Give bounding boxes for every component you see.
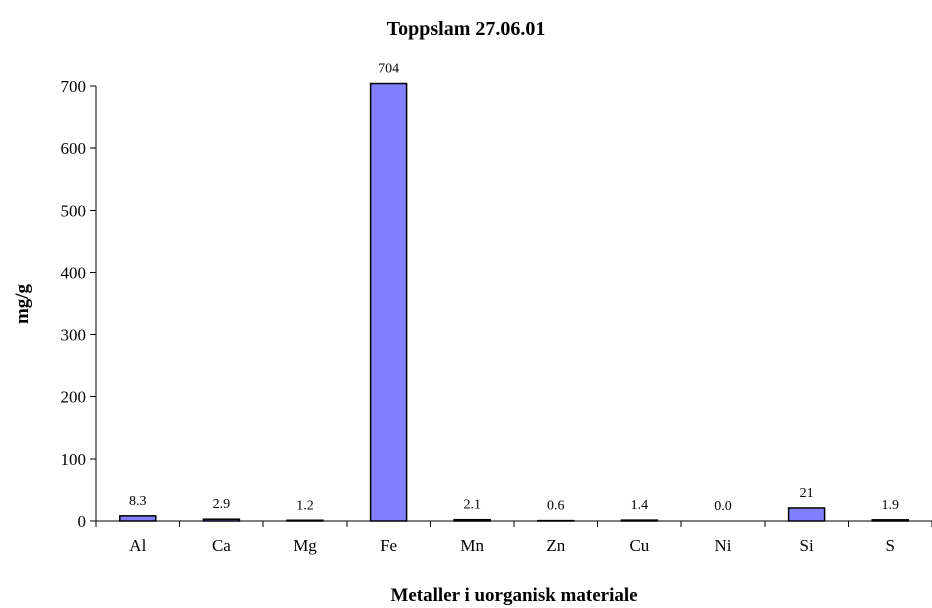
bar-s — [871, 519, 909, 522]
bar-fe — [369, 82, 408, 522]
y-tick-label: 600 — [61, 139, 87, 158]
y-tick-label: 200 — [61, 388, 87, 407]
x-tick-label-fe: Fe — [380, 536, 397, 555]
x-tick-label-ca: Ca — [212, 536, 231, 555]
x-tick-label-si: Si — [800, 536, 814, 555]
bar-al — [119, 515, 157, 522]
bar-mg — [286, 519, 324, 522]
data-label-fe: 704 — [378, 62, 399, 77]
x-tick-label-s: S — [885, 536, 894, 555]
chart-title: Toppslam 27.06.01 — [387, 18, 546, 40]
bar-si — [787, 507, 826, 522]
y-axis-label: mg/g — [12, 283, 33, 324]
bar-cu — [620, 519, 659, 522]
y-tick-label: 100 — [61, 450, 87, 469]
bar-mn — [453, 518, 491, 522]
data-label-s: 1.9 — [881, 498, 899, 513]
y-tick-label: 0 — [78, 512, 87, 531]
data-label-mg: 1.2 — [296, 498, 314, 513]
data-label-zn: 0.6 — [547, 499, 565, 514]
x-tick-label-zn: Zn — [546, 536, 565, 555]
data-label-mn: 2.1 — [463, 498, 481, 513]
y-tick-label: 400 — [61, 263, 87, 282]
plot-area: 0 100 200 300 400 500 600 700 Al 8.3 Ca 2.9 Mg 1.2 Fe 7… — [61, 62, 932, 555]
y-tick-label: 500 — [61, 201, 87, 220]
x-tick-label-ni: Ni — [715, 536, 732, 555]
bar-ca — [202, 518, 241, 522]
x-tick-label-mn: Mn — [460, 536, 484, 555]
x-axis-label: Metaller i uorganisk materiale — [390, 585, 637, 606]
x-tick-label-al: Al — [129, 536, 146, 555]
y-tick-label: 300 — [61, 326, 87, 345]
data-label-ni: 0.0 — [714, 499, 732, 514]
data-label-ca: 2.9 — [213, 497, 231, 512]
data-label-al: 8.3 — [129, 494, 147, 509]
data-label-cu: 1.4 — [631, 498, 649, 513]
x-tick-label-cu: Cu — [629, 536, 649, 555]
x-tick-label-mg: Mg — [293, 536, 317, 555]
y-tick-label: 700 — [61, 77, 87, 96]
data-label-si: 21 — [800, 486, 814, 501]
